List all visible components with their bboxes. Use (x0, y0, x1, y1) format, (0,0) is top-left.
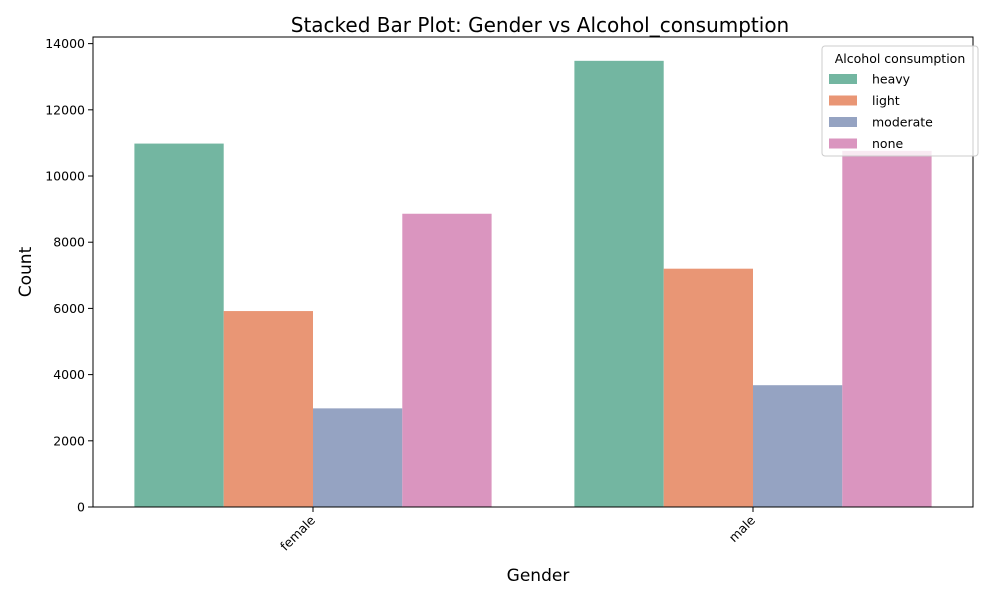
plot-area (134, 60, 932, 508)
y-tick-label: 0 (77, 500, 85, 515)
bar-none-female (402, 213, 492, 508)
y-axis-label: Count (16, 246, 36, 297)
bar-light-female (223, 311, 313, 507)
y-tick-label: 12000 (45, 102, 85, 117)
y-tick-label: 8000 (53, 235, 85, 250)
x-axis-label: Gender (507, 566, 570, 586)
legend: Alcohol consumption heavy light moderate non… (821, 45, 979, 157)
legend-swatch-none (829, 138, 857, 149)
legend-title: Alcohol consumption (835, 51, 966, 66)
y-tick-label: 10000 (45, 169, 85, 184)
y-axis: 0 2000 4000 6000 8000 10000 12000 14000 (45, 36, 93, 515)
bar-heavy-male (574, 60, 664, 507)
chart-title: Stacked Bar Plot: Gender vs Alcohol_cons… (291, 13, 789, 37)
legend-label-moderate: moderate (872, 115, 933, 130)
bar-none-male (842, 150, 932, 507)
y-tick-label: 14000 (45, 36, 85, 51)
legend-box (821, 45, 979, 157)
bar-moderate-male (753, 385, 843, 507)
y-tick-label: 6000 (53, 301, 85, 316)
bar-light-male (663, 268, 753, 507)
legend-label-heavy: heavy (872, 72, 911, 87)
legend-swatch-moderate (829, 117, 857, 127)
bar-heavy-female (134, 143, 224, 508)
legend-label-none: none (872, 136, 903, 151)
legend-swatch-light (829, 95, 857, 106)
bar-moderate-female (313, 408, 403, 507)
legend-swatch-heavy (829, 74, 857, 84)
legend-label-light: light (872, 93, 900, 108)
y-tick-label: 2000 (53, 433, 85, 448)
axes-frame (92, 36, 974, 508)
y-tick-label: 4000 (53, 367, 85, 382)
